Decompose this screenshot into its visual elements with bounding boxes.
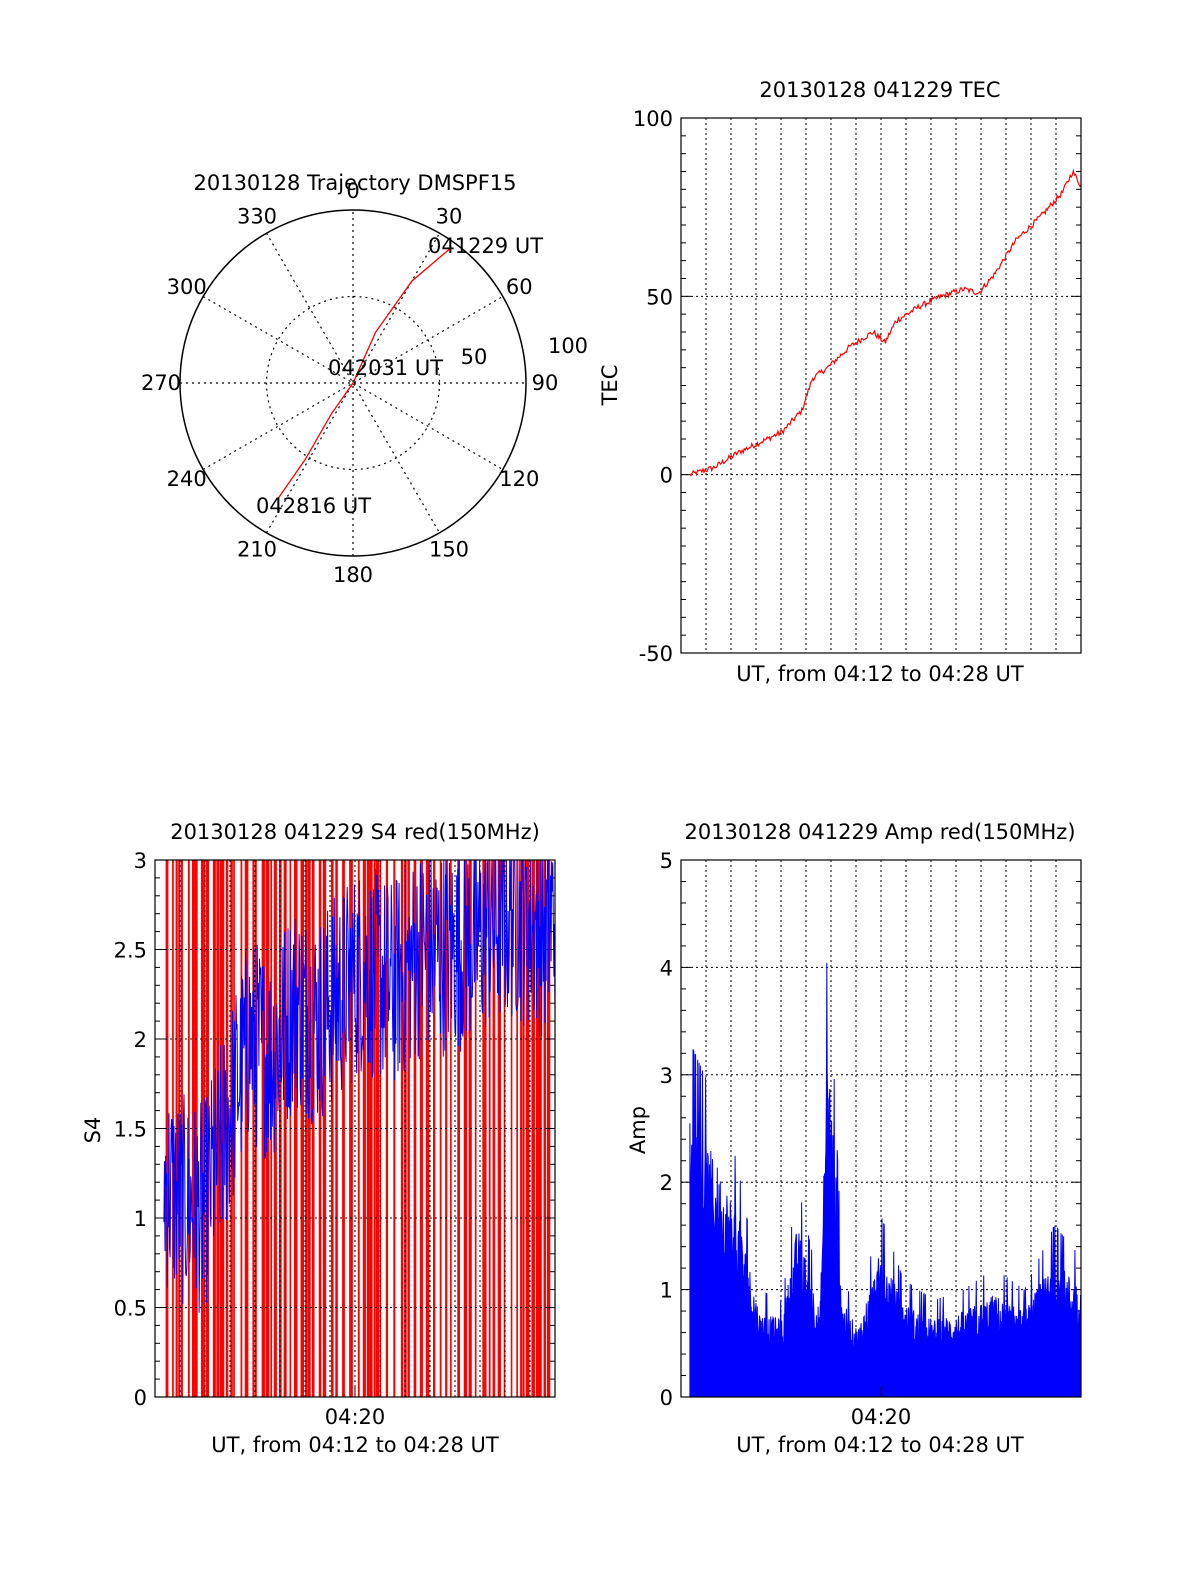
azimuth-label: 210 bbox=[237, 537, 277, 561]
radius-label-50: 50 bbox=[461, 345, 488, 369]
s4-plot-area: 3 2.5 2 1.5 1 0.5 0 04:20 bbox=[114, 849, 556, 1429]
y-tick-label: 1.5 bbox=[114, 1118, 147, 1142]
amp-title: 20130128 041229 Amp red(150MHz) bbox=[684, 820, 1075, 844]
plot-frame bbox=[154, 859, 556, 1398]
y-tick-label: 3 bbox=[660, 1064, 673, 1088]
azimuth-label: 180 bbox=[333, 563, 373, 587]
y-tick-label: 1 bbox=[660, 1279, 673, 1303]
polar-labels: 0 30 60 90 120 150 180 210 240 270 300 330 50 100 bbox=[141, 179, 588, 587]
y-tick-label: 50 bbox=[646, 285, 673, 309]
y-tick-label: 0 bbox=[660, 464, 673, 488]
azimuth-label: 30 bbox=[436, 205, 463, 229]
y-tick-label: 2 bbox=[660, 1171, 673, 1195]
y-tick-label: -50 bbox=[639, 642, 673, 666]
radius-label-100: 100 bbox=[548, 334, 588, 358]
annotation-start: 041229 UT bbox=[428, 234, 543, 258]
tec-xlabel: UT, from 04:12 to 04:28 UT bbox=[736, 662, 1024, 686]
tec-plot-area: 100 50 0 -50 bbox=[633, 107, 1082, 666]
plot-frame bbox=[680, 859, 1082, 1398]
s4-ylabel: S4 bbox=[81, 1117, 105, 1144]
tec-panel: 20130128 041229 TEC TEC UT, from 04:12 t… bbox=[598, 78, 1082, 686]
s4-panel: 20130128 041229 S4 red(150MHz) S4 UT, fr… bbox=[81, 820, 556, 1457]
tec-title: 20130128 041229 TEC bbox=[759, 78, 1000, 102]
amp-plot-area: 5 4 3 2 1 0 04:20 bbox=[660, 849, 1082, 1429]
azimuth-label: 270 bbox=[141, 371, 181, 395]
amp-blue-area bbox=[689, 962, 1082, 1398]
y-tick-label: 3 bbox=[134, 849, 147, 873]
azimuth-label: 120 bbox=[499, 467, 539, 491]
amp-panel: 20130128 041229 Amp red(150MHz) Amp UT, … bbox=[626, 820, 1082, 1457]
azimuth-label: 90 bbox=[532, 371, 559, 395]
amp-xlabel: UT, from 04:12 to 04:28 UT bbox=[736, 1433, 1024, 1457]
annotation-end: 042816 UT bbox=[256, 494, 371, 518]
s4-title: 20130128 041229 S4 red(150MHz) bbox=[170, 820, 540, 844]
annotation-mid: 042031 UT bbox=[328, 356, 443, 380]
polar-spoke bbox=[202, 295, 504, 471]
polar-series bbox=[277, 246, 453, 500]
amp-ylabel: Amp bbox=[626, 1106, 650, 1154]
y-tick-label: 0 bbox=[660, 1386, 673, 1410]
y-tick-label: 0 bbox=[134, 1386, 147, 1410]
x-tick-label: 04:20 bbox=[851, 1405, 912, 1429]
y-tick-label: 5 bbox=[660, 849, 673, 873]
y-tick-label: 4 bbox=[660, 956, 673, 980]
x-tick-label: 04:20 bbox=[325, 1405, 386, 1429]
y-tick-label: 100 bbox=[633, 107, 673, 131]
polar-panel: 20130128 Trajectory DMSPF15 0 30 60 90 120 15… bbox=[141, 171, 588, 587]
y-tick-label: 0.5 bbox=[114, 1297, 147, 1321]
y-tick-label: 2.5 bbox=[114, 939, 147, 963]
y-tick-label: 2 bbox=[134, 1028, 147, 1052]
polar-spoke bbox=[265, 232, 441, 534]
y-tick-label: 1 bbox=[134, 1207, 147, 1231]
plot-frame bbox=[680, 117, 1082, 654]
tec-line bbox=[689, 168, 1082, 477]
azimuth-label: 330 bbox=[237, 205, 277, 229]
azimuth-label: 300 bbox=[167, 275, 207, 299]
azimuth-label: 0 bbox=[346, 179, 359, 203]
s4-xlabel: UT, from 04:12 to 04:28 UT bbox=[211, 1433, 499, 1457]
polar-spoke bbox=[202, 295, 504, 471]
azimuth-label: 150 bbox=[429, 537, 469, 561]
azimuth-label: 240 bbox=[167, 467, 207, 491]
s4-blue-line bbox=[163, 859, 556, 1313]
trajectory-line bbox=[277, 246, 453, 500]
tec-ylabel: TEC bbox=[598, 365, 622, 407]
polar-title: 20130128 Trajectory DMSPF15 bbox=[193, 171, 516, 195]
azimuth-label: 60 bbox=[506, 275, 533, 299]
